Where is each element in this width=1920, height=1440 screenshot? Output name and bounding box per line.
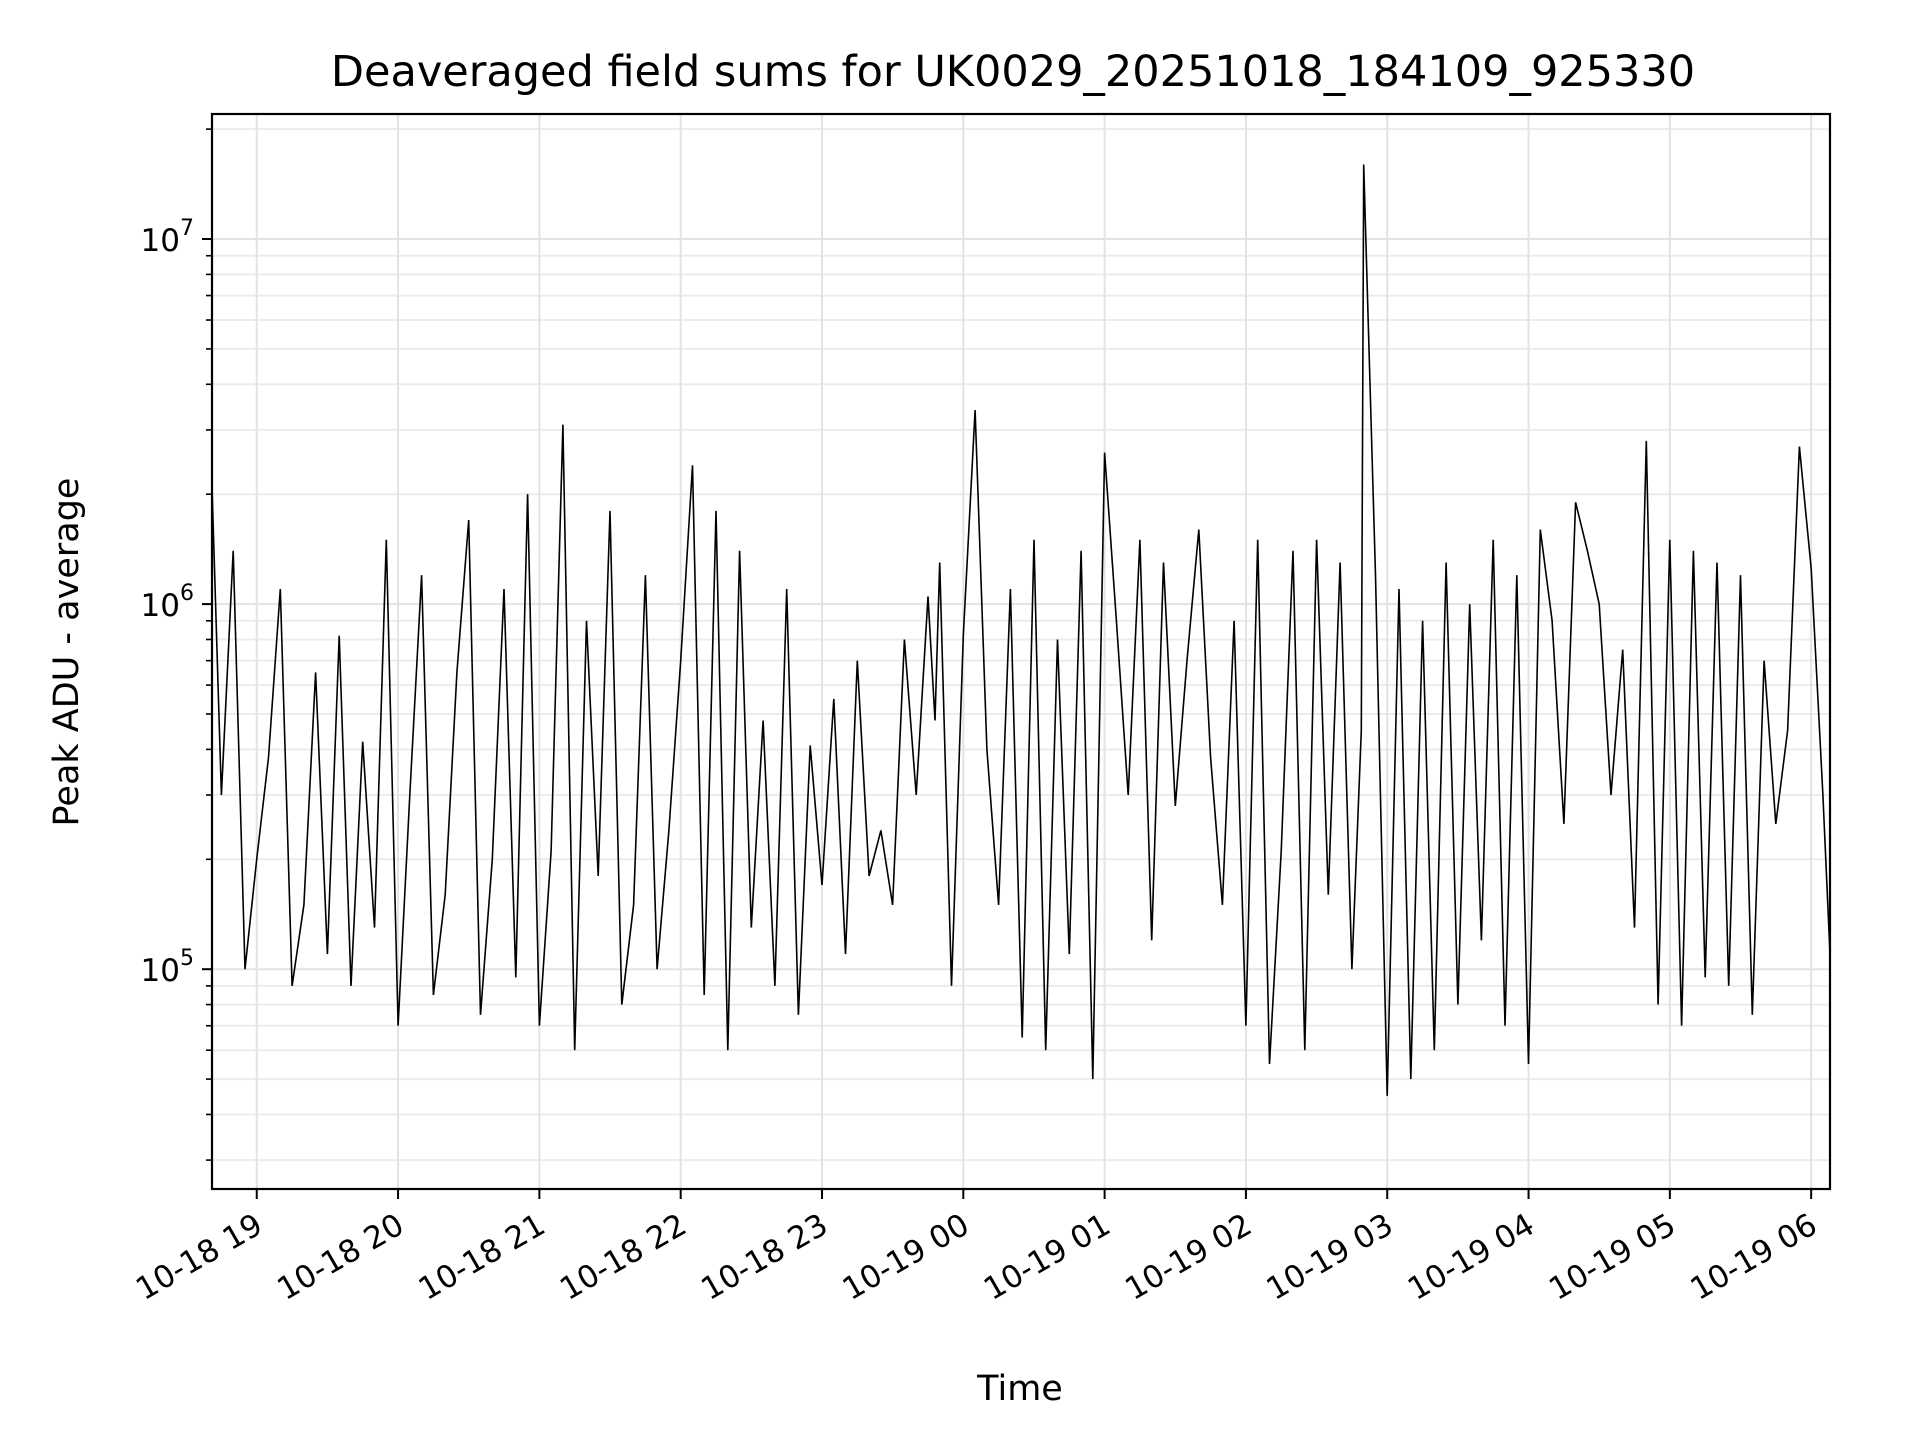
y-tick-label-base: 10 (141, 588, 180, 624)
y-tick-label: 105 (141, 946, 194, 989)
y-tick-label-base: 10 (141, 953, 180, 989)
y-tick-label-exponent: 7 (180, 216, 194, 241)
y-tick-label-exponent: 6 (180, 581, 194, 606)
series-line (211, 164, 1831, 1096)
y-tick-label-base: 10 (141, 223, 180, 259)
series-layer (211, 164, 1831, 1096)
x-axis-label: Time (976, 1369, 1063, 1409)
y-tick-label-exponent: 5 (180, 946, 194, 971)
chart-title: Deaveraged field sums for UK0029_2025101… (331, 47, 1695, 97)
y-tick-label: 106 (141, 581, 194, 624)
plot-area-frame (210, 112, 1832, 1191)
y-tick-label: 107 (141, 216, 194, 259)
y-axis-label: Peak ADU - average (47, 478, 87, 827)
